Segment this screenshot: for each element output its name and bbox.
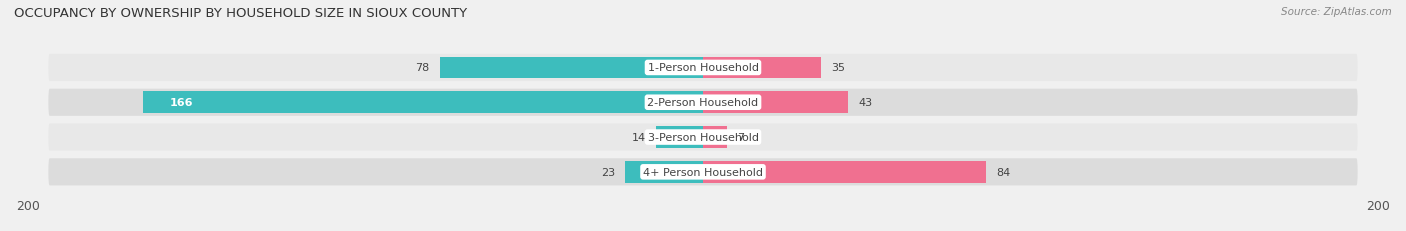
FancyBboxPatch shape (48, 55, 1358, 82)
Text: 23: 23 (602, 167, 616, 177)
FancyBboxPatch shape (48, 89, 1358, 116)
Text: 43: 43 (858, 98, 872, 108)
Text: 3-Person Household: 3-Person Household (648, 132, 758, 143)
Bar (440, 57, 703, 79)
Bar (703, 161, 987, 183)
Text: 166: 166 (170, 98, 194, 108)
Bar (703, 92, 848, 113)
Bar (655, 127, 703, 148)
FancyBboxPatch shape (48, 158, 1358, 186)
Text: Source: ZipAtlas.com: Source: ZipAtlas.com (1281, 7, 1392, 17)
Bar (626, 161, 703, 183)
Text: 1-Person Household: 1-Person Household (648, 63, 758, 73)
Text: 7: 7 (737, 132, 744, 143)
Text: OCCUPANCY BY OWNERSHIP BY HOUSEHOLD SIZE IN SIOUX COUNTY: OCCUPANCY BY OWNERSHIP BY HOUSEHOLD SIZE… (14, 7, 467, 20)
Text: 14: 14 (631, 132, 645, 143)
FancyBboxPatch shape (48, 124, 1358, 151)
Bar (143, 92, 703, 113)
Text: 84: 84 (997, 167, 1011, 177)
Bar (703, 127, 727, 148)
Bar (703, 57, 821, 79)
Text: 2-Person Household: 2-Person Household (647, 98, 759, 108)
Text: 4+ Person Household: 4+ Person Household (643, 167, 763, 177)
Text: 78: 78 (415, 63, 430, 73)
Text: 35: 35 (831, 63, 845, 73)
